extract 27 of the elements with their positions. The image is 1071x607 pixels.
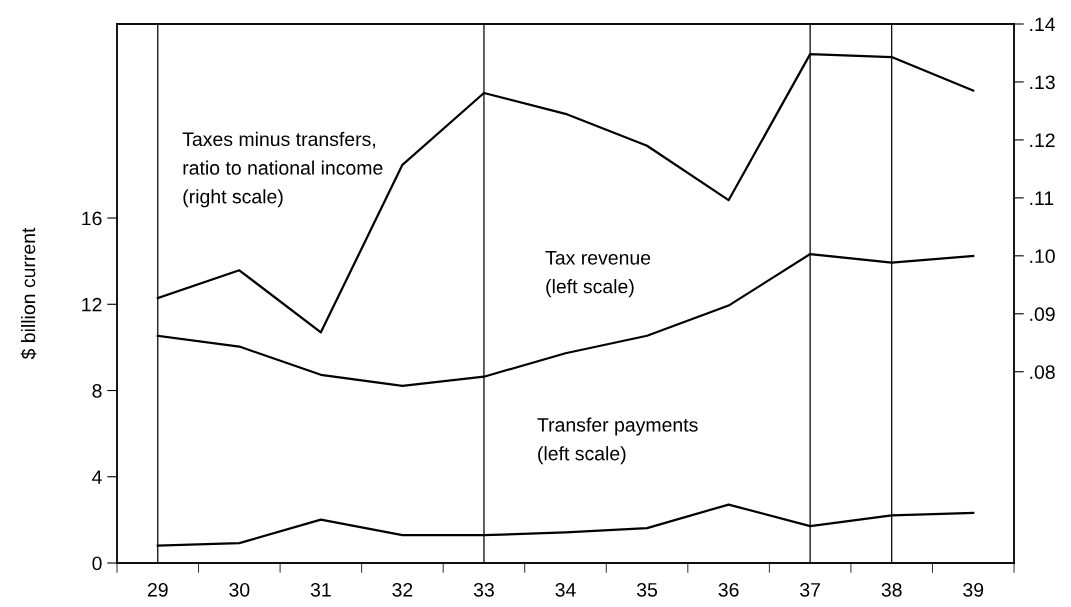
y2-tick-label: .09: [1030, 307, 1055, 322]
y-tick-label: 4: [92, 470, 102, 484]
y2-tick-label: .11: [1030, 191, 1054, 205]
series-label: Tax revenue (left scale): [545, 251, 651, 298]
x-tick-label: 35: [636, 582, 658, 597]
x-tick-label: 31: [310, 582, 331, 597]
y-axis-title: $ billion current: [20, 227, 37, 360]
y2-tick-label: .08: [1030, 365, 1055, 379]
y-tick-label: 8: [92, 383, 102, 398]
y2-tick-label: .13: [1030, 75, 1055, 90]
y2-tick-label: .12: [1030, 133, 1055, 147]
x-tick-label: 29: [147, 582, 168, 597]
x-tick-label: 30: [229, 582, 250, 597]
x-tick-label: 33: [473, 582, 494, 597]
y2-tick-label: .14: [1030, 17, 1056, 32]
y-tick-label: 0: [92, 556, 102, 571]
text: Transfer payments (left scale): [537, 417, 698, 465]
x-tick-label: 36: [718, 582, 739, 597]
y2-tick-label: .10: [1030, 249, 1055, 264]
y-tick-label: 16: [82, 211, 102, 226]
series-label: Taxes minus transfers, ratio to national income (right scale): [182, 131, 383, 208]
x-tick-label: 38: [881, 582, 902, 597]
x-tick-label: 39: [963, 582, 984, 597]
y-tick-label: 12: [82, 297, 102, 312]
x-tick-label: 37: [800, 582, 820, 597]
x-tick-label: 34: [555, 582, 576, 597]
x-tick-label: 32: [392, 582, 413, 597]
